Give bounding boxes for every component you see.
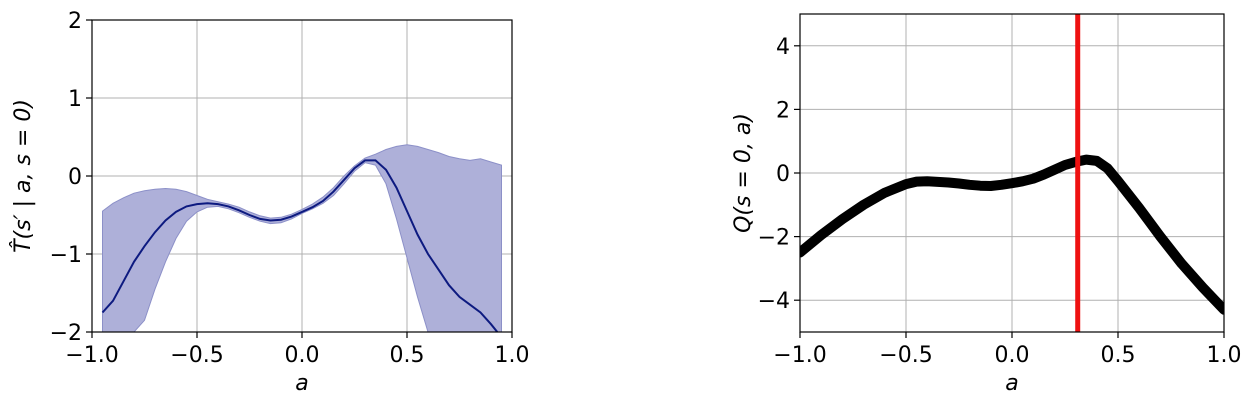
left-y-tick-label: −1: [50, 243, 82, 268]
right-x-tick-label: 0.0: [995, 343, 1030, 368]
left-y-tick-label: 0: [68, 165, 82, 190]
right-grid: [799, 14, 1225, 332]
left-x-tick-label: 0.0: [285, 343, 320, 368]
left-x-tick-label: 0.5: [390, 343, 425, 368]
left-mean-line: [101, 159, 499, 332]
left-x-tick-label: 1.0: [495, 343, 530, 368]
right-x-tick-label: 1.0: [1207, 343, 1242, 368]
right-chart-panel: −1.0 −0.5 0.0 0.5 1.0 4 2 0 −2 −4 a Q(s …: [731, 13, 1242, 396]
left-chart-panel: −1.0 −0.5 0.0 0.5 1.0 2 1 0 −1 −2 a T̂(s…: [10, 9, 530, 396]
right-x-tick-label: 0.5: [1101, 343, 1136, 368]
right-x-tick-labels: −1.0 −0.5 0.0 0.5 1.0: [773, 343, 1241, 368]
right-x-tick-label: −0.5: [879, 343, 932, 368]
left-y-tick-labels: 2 1 0 −1 −2: [50, 9, 82, 346]
right-y-tick-labels: 4 2 0 −2 −4: [758, 35, 790, 314]
right-tick-marks: [794, 45, 1225, 338]
left-y-tick-label: 2: [68, 9, 82, 34]
right-x-axis-label: a: [1005, 371, 1018, 396]
right-y-tick-label: 4: [776, 35, 790, 60]
right-y-tick-label: −4: [758, 289, 790, 314]
left-x-axis-label: a: [295, 371, 308, 396]
left-y-axis-label: T̂(s′ | a, s = 0): [10, 99, 36, 253]
left-uncertainty-band: [102, 144, 502, 332]
right-x-tick-label: −1.0: [773, 343, 826, 368]
left-y-tick-label: 1: [68, 87, 82, 112]
right-y-tick-label: 2: [776, 98, 790, 123]
left-x-tick-labels: −1.0 −0.5 0.0 0.5 1.0: [65, 343, 529, 368]
right-y-axis-label: Q(s = 0, a): [731, 113, 756, 233]
right-q-line: [800, 154, 1224, 315]
left-x-tick-label: −0.5: [170, 343, 223, 368]
left-y-tick-label: −2: [50, 321, 82, 346]
left-x-tick-label: −1.0: [65, 343, 118, 368]
left-tick-marks: [86, 19, 513, 338]
right-y-tick-label: 0: [776, 162, 790, 187]
right-y-tick-label: −2: [758, 226, 790, 251]
